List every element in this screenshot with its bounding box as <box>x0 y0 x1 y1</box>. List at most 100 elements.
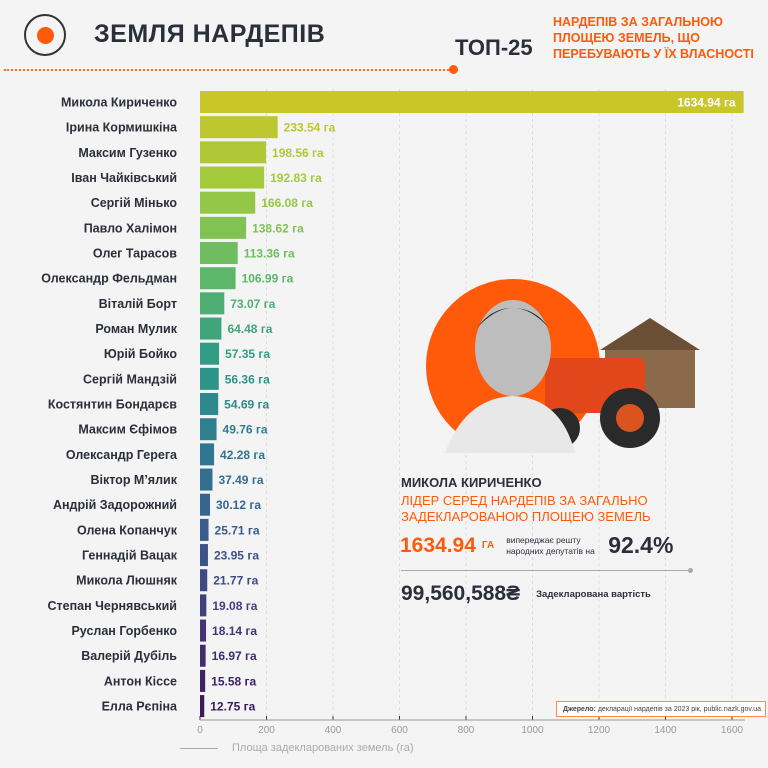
x-tick-label: 800 <box>458 725 475 736</box>
category-label: Максим Гузенко <box>78 146 177 160</box>
leader-description: ЛІДЕР СЕРЕД НАРДЕПІВ ЗА ЗАГАЛЬНО ЗАДЕКЛА… <box>401 493 651 524</box>
category-label: Геннадій Вацак <box>82 549 178 563</box>
category-label: Антон Кіссе <box>104 674 177 688</box>
data-label: 25.71 га <box>215 523 260 537</box>
top-label: ТОП-25 <box>455 35 533 60</box>
x-tick-label: 1200 <box>588 725 611 736</box>
bar <box>200 267 236 290</box>
category-label: Костянтин Бондарєв <box>48 398 177 412</box>
data-label: 18.14 га <box>212 624 257 638</box>
x-axis-arrow <box>180 748 218 749</box>
data-label: 37.49 га <box>218 473 263 487</box>
data-label: 12.75 га <box>210 700 255 714</box>
data-label: 198.56 га <box>272 146 324 160</box>
source-note: Джерело: декларації нардепів за 2023 рік… <box>556 701 766 717</box>
subtitle: НАРДЕПІВ ЗА ЗАГАЛЬНОЮ ПЛОЩЕЮ ЗЕМЕЛЬ, ЩО … <box>553 15 754 61</box>
category-label: Олег Тарасов <box>93 247 177 261</box>
data-label: 192.83 га <box>270 171 322 185</box>
bar <box>200 669 206 692</box>
x-tick-label: 1600 <box>721 725 744 736</box>
category-label: Павло Халімон <box>84 221 177 235</box>
data-label: 54.69 га <box>224 398 269 412</box>
bar <box>200 342 220 365</box>
category-label: Микола Кириченко <box>61 96 177 110</box>
bar <box>200 544 208 567</box>
bar <box>200 468 213 491</box>
data-label: 15.58 га <box>211 674 256 688</box>
stat-divider <box>401 570 690 571</box>
bar <box>200 418 217 441</box>
divider-dot <box>449 65 458 74</box>
bar <box>200 518 209 541</box>
data-label: 21.77 га <box>213 574 258 588</box>
data-label: 73.07 га <box>230 297 275 311</box>
x-tick-label: 1000 <box>521 725 544 736</box>
bar <box>200 216 247 239</box>
bar <box>200 166 265 189</box>
data-label: 233.54 га <box>284 121 336 135</box>
category-label: Віталій Борт <box>99 297 177 311</box>
x-tick-label: 0 <box>197 725 203 736</box>
leader-name: МИКОЛА КИРИЧЕНКО <box>401 475 542 490</box>
bar <box>200 493 211 516</box>
bar <box>200 91 744 113</box>
x-tick-label: 600 <box>391 725 408 736</box>
portrait-with-tractor-image <box>426 279 700 453</box>
data-label: 166.08 га <box>261 196 313 210</box>
data-label: 49.76 га <box>223 423 268 437</box>
leader-area-value: 1634.94 <box>400 533 476 557</box>
bar <box>200 191 256 214</box>
data-label: 113.36 га <box>244 247 295 261</box>
data-label: 19.08 га <box>212 599 257 613</box>
bar <box>200 393 219 416</box>
category-label: Сергій Мінько <box>91 196 178 210</box>
cost-row: 99,560,588₴ Задекларована вартість <box>401 582 701 606</box>
dotted-divider <box>4 69 452 71</box>
leader-area-unit: ГА <box>481 540 495 551</box>
declared-cost: 99,560,588₴ <box>401 582 521 605</box>
category-label: Сергій Мандзій <box>83 372 177 386</box>
category-label: Андрій Задорожний <box>53 498 177 512</box>
data-label: 56.36 га <box>225 372 270 386</box>
category-label: Роман Мулик <box>95 322 177 336</box>
shirt-shape <box>445 396 575 453</box>
category-label: Ірина Кормишкіна <box>66 121 178 135</box>
category-label: Валерій Дубіль <box>81 649 177 663</box>
data-label: 57.35 га <box>225 347 270 361</box>
barn-roof <box>600 318 700 350</box>
leader-stat-row: 1634.94 ГА випереджає решту народних деп… <box>400 532 700 559</box>
data-label: 106.99 га <box>242 272 294 286</box>
ahead-percent: 92.4% <box>608 532 674 558</box>
category-label: Микола Люшняк <box>76 574 178 588</box>
bar <box>200 569 208 592</box>
data-label: 138.62 га <box>252 221 304 235</box>
category-label: Руслан Горбенко <box>71 624 177 638</box>
x-tick-label: 400 <box>325 725 342 736</box>
data-label: 64.48 га <box>227 322 272 336</box>
data-label: 1634.94 га <box>677 96 736 110</box>
bar <box>200 594 207 617</box>
ahead-text: випереджає решту народних депутатів на <box>506 534 595 556</box>
bar <box>200 242 238 265</box>
stat-divider-dot <box>688 568 693 573</box>
tractor-hub <box>616 404 644 432</box>
bar <box>200 317 222 340</box>
bar <box>200 695 205 718</box>
category-label: Олександр Фельдман <box>41 272 177 286</box>
category-label: Степан Чернявський <box>48 599 177 613</box>
bar <box>200 443 215 466</box>
bar <box>200 141 267 164</box>
declared-cost-label: Задекларована вартість <box>536 588 651 600</box>
data-label: 42.28 га <box>220 448 265 462</box>
bar <box>200 116 278 139</box>
face-shape <box>475 300 551 396</box>
bar <box>200 644 206 667</box>
page-title: ЗЕМЛЯ НАРДЕПІВ <box>94 20 326 48</box>
bar <box>200 619 207 642</box>
category-label: Олександр Герега <box>66 448 178 462</box>
hair-shape <box>477 308 549 328</box>
category-label: Юрій Бойко <box>104 347 178 361</box>
bar <box>200 292 225 315</box>
data-label: 30.12 га <box>216 498 261 512</box>
